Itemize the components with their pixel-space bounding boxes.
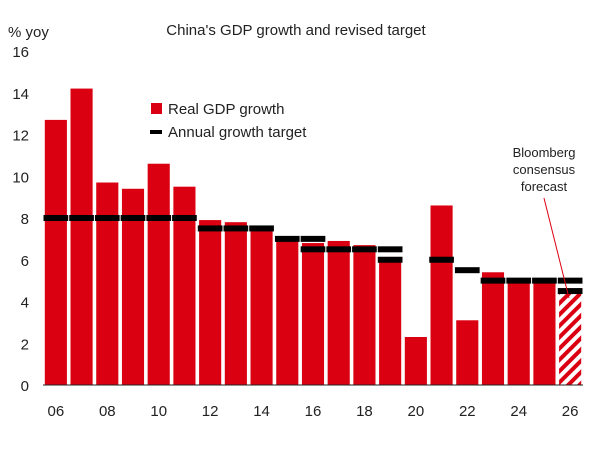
y-tick-label: 4	[21, 295, 29, 312]
x-tick-label: 18	[356, 403, 373, 420]
target-marker	[557, 277, 583, 284]
gdp-bar	[301, 243, 325, 385]
gdp-bar	[327, 240, 350, 385]
y-tick-label: 10	[12, 169, 29, 186]
target-marker	[223, 225, 249, 232]
x-tick-label: 20	[408, 403, 425, 420]
chart-title: China's GDP growth and revised target	[166, 22, 426, 39]
target-marker	[249, 225, 274, 232]
target-marker	[557, 288, 583, 295]
legend-label-gdp: Real GDP growth	[168, 101, 284, 118]
x-axis-ticks: 06 08 10 12 14 16 18 20 22 24 26	[48, 403, 579, 420]
y-axis-label: % yoy	[8, 24, 49, 41]
gdp-bar	[507, 280, 530, 385]
annotation-line-3: forecast	[521, 179, 568, 194]
target-marker	[197, 225, 223, 232]
target-marker	[480, 277, 506, 284]
legend: Real GDP growth Annual growth target	[150, 101, 307, 141]
annotation-line-2: consensus	[513, 162, 576, 177]
target-marker	[300, 235, 326, 242]
y-tick-label: 6	[21, 253, 29, 270]
target-marker	[274, 235, 300, 242]
legend-label-target: Annual growth target	[168, 124, 307, 141]
forecast-bar	[559, 291, 582, 385]
gdp-bar	[224, 222, 247, 385]
forecast-annotation: Bloomberg consensus forecast	[513, 145, 576, 299]
target-marker	[300, 246, 326, 253]
y-axis-ticks: 0 2 4 6 8 10 12 14 16	[12, 44, 29, 395]
y-tick-label: 16	[12, 44, 29, 61]
gdp-bar	[404, 336, 427, 385]
gdp-bar	[276, 238, 299, 385]
gdp-bar	[353, 245, 376, 385]
target-markers	[43, 215, 583, 295]
legend-swatch-target	[150, 130, 162, 134]
y-tick-label: 14	[12, 86, 29, 103]
gdp-bar	[44, 119, 67, 385]
y-tick-label: 2	[21, 336, 29, 353]
y-tick-label: 12	[12, 128, 29, 145]
gdp-bar	[481, 272, 505, 385]
target-marker	[146, 215, 172, 221]
gdp-bar	[70, 88, 93, 385]
x-tick-label: 06	[48, 403, 65, 420]
target-marker	[172, 215, 197, 221]
gdp-bar	[430, 205, 453, 385]
target-marker	[506, 277, 532, 284]
target-marker	[352, 246, 377, 253]
target-marker	[377, 246, 403, 253]
target-marker	[43, 215, 69, 221]
gdp-bar	[147, 163, 170, 385]
y-tick-label: 8	[21, 211, 29, 228]
target-marker	[326, 246, 352, 253]
target-marker	[377, 256, 403, 263]
target-marker	[429, 256, 454, 263]
annotation-pointer	[543, 197, 570, 299]
gdp-bar	[456, 320, 479, 385]
gdp-bar	[173, 186, 196, 385]
x-tick-label: 24	[510, 403, 527, 420]
target-marker	[532, 277, 557, 284]
gdp-bar	[250, 230, 273, 385]
gdp-bar	[199, 220, 222, 385]
x-tick-label: 10	[150, 403, 167, 420]
x-tick-label: 12	[202, 403, 219, 420]
gdp-bar	[533, 280, 556, 385]
target-marker	[69, 215, 94, 221]
target-marker	[94, 215, 120, 221]
gdp-bars	[44, 88, 582, 385]
gdp-bar	[379, 259, 402, 385]
annotation-line-1: Bloomberg	[513, 145, 576, 160]
x-tick-label: 26	[562, 403, 579, 420]
x-tick-label: 14	[253, 403, 270, 420]
legend-swatch-gdp	[151, 103, 162, 114]
x-tick-label: 08	[99, 403, 116, 420]
x-tick-label: 22	[459, 403, 476, 420]
target-marker	[454, 267, 480, 274]
target-marker	[120, 215, 146, 221]
gdp-bar	[121, 188, 145, 385]
gdp-bar	[96, 182, 119, 385]
x-tick-label: 16	[305, 403, 322, 420]
y-tick-label: 0	[21, 378, 29, 395]
